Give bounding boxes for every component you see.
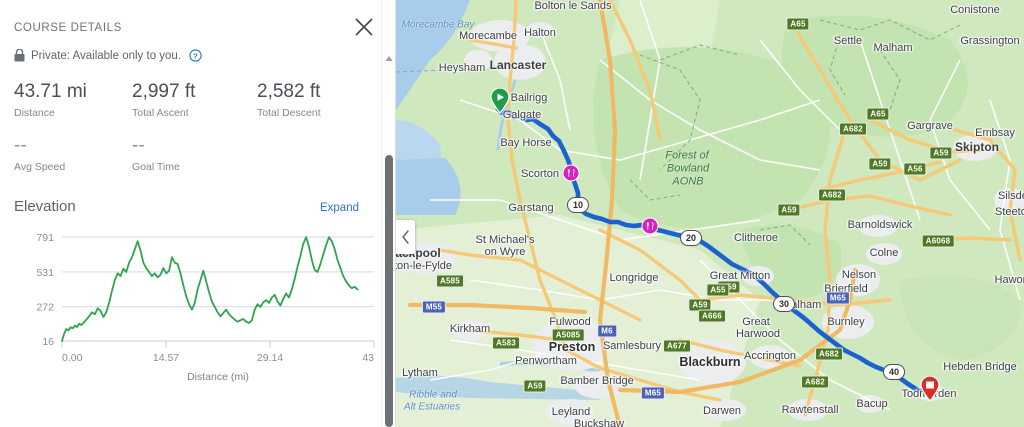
mile-marker[interactable]: 30 [773,296,795,312]
elevation-chart-svg: 16 272 531 791 0.00 14.57 29.14 43 Distance (mi) [36,232,375,383]
y-tick-label: 531 [36,267,54,279]
stat-label: Avg Speed [14,161,66,173]
course-details-panel: COURSE DETAILS Private: Available only t… [0,0,396,427]
elevation-title: Elevation [14,198,76,215]
lock-icon [14,48,25,62]
stat-avg-speed: -- Avg Speed [14,134,132,174]
stat-distance: 43.71 mi Distance [14,80,132,120]
stat-value: 2,997 ft [132,81,196,102]
stat-value: 43.71 mi [14,81,87,102]
stat-goal-time: -- Goal Time [132,134,257,174]
stat-label: Total Ascent [132,107,189,119]
panel-scrollbar-track[interactable] [381,0,395,427]
x-tick-label: 29.14 [257,352,283,364]
stat-value: 2,582 ft [257,81,321,102]
y-tick-label: 791 [36,232,54,244]
close-icon[interactable] [353,16,375,38]
y-tick-label: 16 [42,336,54,348]
mile-marker[interactable]: 10 [567,197,589,213]
finish-marker[interactable] [920,376,940,402]
chevron-left-icon [401,230,410,244]
x-tick-label: 14.57 [153,352,179,364]
restaurant-icon[interactable] [562,164,580,182]
x-tick-label: 0.00 [62,352,83,364]
help-circle-icon[interactable]: ? [189,49,202,62]
privacy-text: Private: Available only to you. [31,49,182,62]
y-tick-label: 272 [36,302,54,314]
stat-total-ascent: 2,997 ft Total Ascent [132,80,257,120]
x-axis-title: Distance (mi) [187,371,249,383]
stat-total-descent: 2,582 ft Total Descent [257,80,382,120]
expand-link[interactable]: Expand [319,202,359,214]
stats-row-secondary: -- Avg Speed -- Goal Time [14,134,381,174]
stat-value: -- [132,135,145,156]
mile-marker[interactable]: 20 [680,230,702,246]
route-map[interactable]: Bolton le Sands Morecambe Halton Heysham Lan… [396,0,1024,427]
mile-marker[interactable]: 40 [883,364,905,380]
start-marker[interactable] [490,88,510,114]
stat-value: -- [14,135,27,156]
elevation-series-line [61,236,359,342]
stat-label: Goal Time [132,161,180,173]
x-tick-label: 43 [362,352,374,364]
restaurant-icon[interactable] [641,217,659,235]
scroll-up-arrow-icon[interactable] [384,52,394,64]
elevation-chart[interactable]: 16 272 531 791 0.00 14.57 29.14 43 Distance (mi) [14,229,381,389]
stat-label: Total Descent [257,107,321,119]
svg-text:?: ? [193,52,198,61]
privacy-notice: Private: Available only to you. ? [14,48,381,62]
page-title: COURSE DETAILS [14,22,122,34]
map-canvas [396,0,1024,427]
stat-label: Distance [14,107,55,119]
stats-row-primary: 43.71 mi Distance 2,997 ft Total Ascent … [14,80,381,120]
panel-scrollbar-thumb[interactable] [385,155,393,427]
elevation-section-header: Elevation Expand [14,198,381,215]
map-back-button[interactable] [396,220,415,254]
